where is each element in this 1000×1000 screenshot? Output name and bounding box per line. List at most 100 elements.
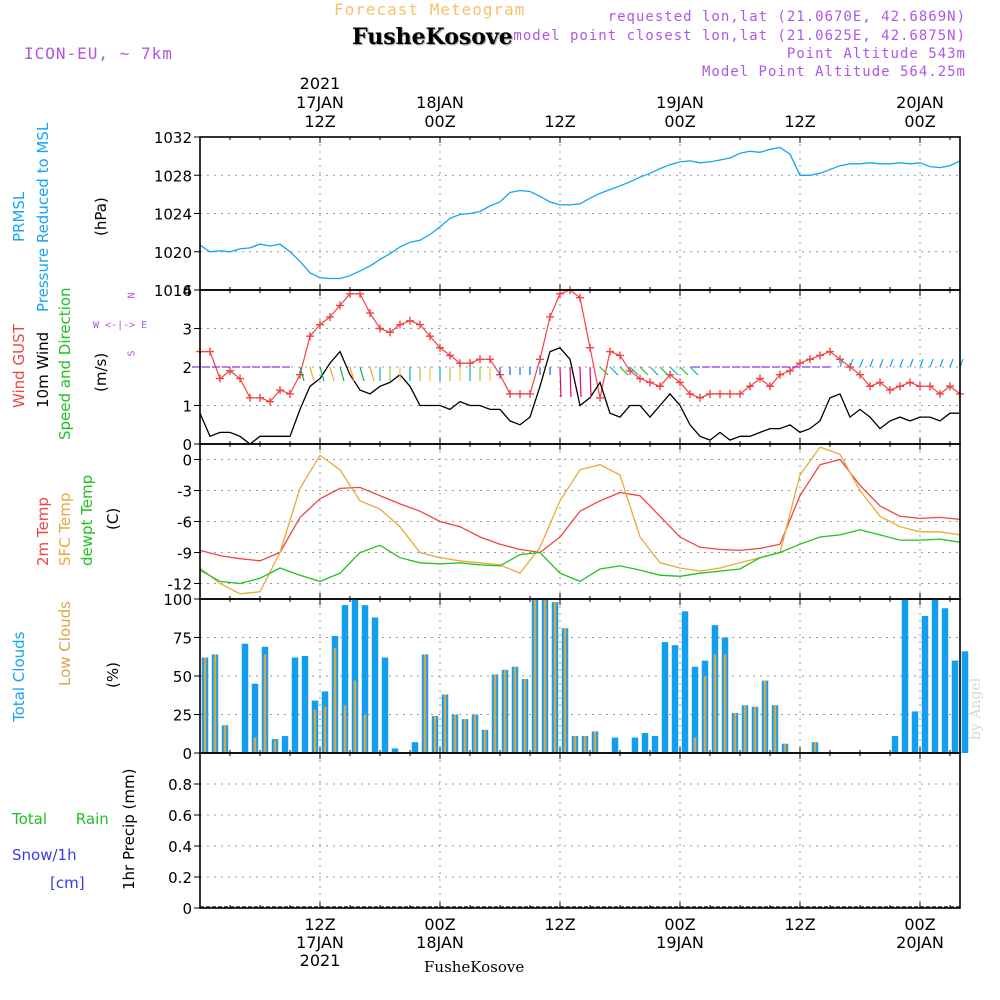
top-time-label: 12Z	[784, 112, 815, 131]
low-cloud-bar	[423, 654, 427, 753]
gust-point	[916, 382, 924, 391]
y-tick-label: 1020	[154, 244, 192, 262]
low-cloud-bar	[533, 599, 537, 753]
gust-point	[656, 382, 664, 391]
total-cloud-bar	[891, 736, 899, 753]
gust-point	[326, 312, 334, 321]
low-cloud-bar	[273, 740, 277, 753]
gust-point	[746, 382, 754, 391]
total-cloud-bar	[411, 742, 419, 753]
gust-point	[886, 386, 894, 395]
low-cloud-bar	[263, 654, 267, 753]
gust-point	[386, 328, 394, 337]
station-title: FusheKosove	[352, 24, 513, 50]
bottom-time-label: 20JAN	[896, 933, 944, 952]
total-cloud-bar	[921, 615, 929, 753]
snow-label: Snow/1h	[12, 846, 77, 864]
gust-point	[376, 324, 384, 333]
low-cloud-bar	[203, 657, 207, 753]
gust-point	[226, 366, 234, 375]
gust-point	[866, 382, 874, 391]
low-cloud-bar	[483, 729, 487, 753]
temp-2m-line	[199, 458, 961, 562]
top-time-label: 18JAN	[416, 93, 464, 112]
total-rain-label: Total Rain	[12, 810, 109, 828]
top-time-label: 00Z	[424, 112, 455, 131]
wind-direction-arrow	[649, 366, 659, 376]
top-time-label: 2021	[300, 74, 341, 93]
gust-point	[776, 370, 784, 379]
low-cloud-bar	[813, 742, 817, 753]
y-tick-label: -9	[177, 545, 192, 563]
y-tick-label: 0	[182, 745, 192, 763]
total-cloud-bar	[691, 666, 699, 753]
wind-direction-arrow	[919, 358, 924, 368]
total-cloud-bar	[911, 711, 919, 753]
compass-we: W <-|-> E	[93, 320, 148, 331]
total-cloud-bar	[671, 645, 679, 753]
y-tick-label: 100	[163, 591, 192, 609]
y-tick-label: 0.8	[168, 776, 192, 794]
low-cloud-bar	[343, 705, 347, 753]
bottom-time-label: 00Z	[424, 915, 455, 934]
gust-point	[946, 382, 954, 391]
gust-point	[816, 351, 824, 360]
low-cloud-bar	[543, 599, 547, 753]
wind-direction-arrow	[629, 366, 639, 376]
gust-point	[396, 320, 404, 329]
low-cloud-bar	[253, 737, 257, 753]
low-cloud-bar	[563, 628, 567, 753]
total-cloud-bar	[951, 660, 959, 753]
gust-point	[416, 320, 424, 329]
wind-direction-arrow	[359, 366, 365, 382]
wind-direction-arrow	[849, 358, 854, 368]
pressure-line	[199, 146, 961, 280]
closest-coords: model point closest lon,lat (21.0625E, 4…	[513, 28, 966, 44]
gust-point	[446, 351, 454, 360]
wind-direction-arrow	[659, 366, 669, 376]
y-tick-label: 2	[182, 359, 192, 377]
gust-point	[626, 366, 634, 375]
requested-coords: requested lon,lat (21.0670E, 42.6869N)	[607, 9, 966, 25]
low-cloud-bar	[223, 725, 227, 753]
total-cloud-bar	[251, 683, 259, 753]
gust-point	[556, 289, 564, 298]
low-cloud-bar	[213, 654, 217, 753]
wind-direction-arrow	[309, 366, 315, 382]
y-tick-label: 4	[182, 282, 192, 300]
wind-direction-arrow	[299, 366, 305, 382]
bottom-time-label: 19JAN	[656, 933, 704, 952]
gust-point	[606, 347, 614, 356]
gust-point	[346, 289, 354, 298]
total-cloud-bar	[661, 642, 669, 753]
y-tick-label: 25	[173, 707, 192, 725]
total-cloud-bar	[341, 605, 349, 753]
low-cloud-bar	[463, 719, 467, 753]
y-tick-label: 1032	[154, 129, 192, 147]
low-cloud-bar	[593, 731, 597, 753]
wind-direction-arrow	[939, 358, 944, 368]
bottom-time-label: 00Z	[904, 915, 935, 934]
gust-point	[536, 355, 544, 364]
wind-direction-arrow	[909, 358, 914, 368]
gust-point	[476, 355, 484, 364]
total-cloud-bar	[961, 651, 969, 753]
wind-direction-arrow	[689, 366, 699, 376]
gust-point	[266, 397, 274, 406]
low-cloud-bar	[363, 714, 367, 753]
total-cloud-bar	[681, 611, 689, 753]
gust-point	[406, 316, 414, 325]
y-tick-label: -12	[168, 576, 193, 594]
y-tick-label: 50	[173, 668, 192, 686]
wind-direction-arrow	[609, 366, 619, 376]
gust-point	[616, 351, 624, 360]
low-cloud-bar	[723, 654, 727, 753]
gust-point	[336, 301, 344, 310]
gust-point	[756, 374, 764, 383]
low-cloud-bar	[443, 694, 447, 753]
gust-point	[236, 374, 244, 383]
gust-point	[736, 389, 744, 398]
low-cloud-bar	[763, 680, 767, 753]
wind-direction-arrow	[639, 366, 649, 376]
y-tick-label: 0.6	[168, 807, 192, 825]
